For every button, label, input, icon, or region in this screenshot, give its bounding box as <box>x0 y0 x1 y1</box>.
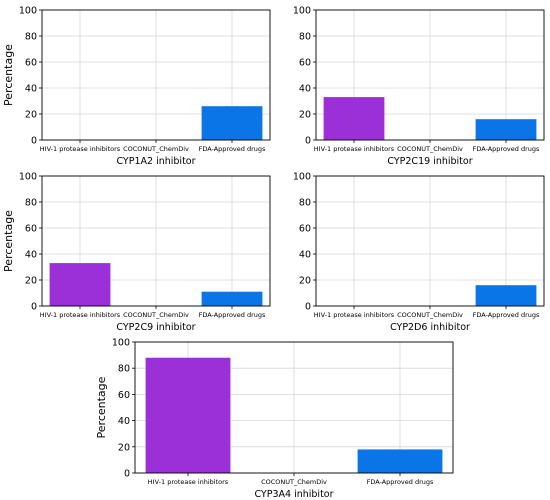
y-tick-label: 100 <box>293 6 311 17</box>
y-tick-label: 20 <box>299 276 311 287</box>
y-tick-label: 40 <box>299 250 311 261</box>
x-tick-label: COCONUT_ChemDiv <box>397 311 463 319</box>
y-tick-label: 20 <box>25 110 37 121</box>
y-tick-label: 20 <box>299 110 311 121</box>
y-axis-label: Percentage <box>2 210 15 272</box>
y-tick-label: 60 <box>25 224 37 235</box>
x-tick-label: HIV-1 protease inhibitors <box>314 311 395 319</box>
x-axis-label: CYP1A2 inhibitor <box>116 156 195 167</box>
x-tick-label: FDA-Approved drugs <box>473 311 540 319</box>
bar <box>323 97 385 140</box>
x-tick-label: HIV-1 protease inhibitors <box>148 478 229 486</box>
x-axis-label: CYP2D6 inhibitor <box>390 322 470 333</box>
y-axis-label: Percentage <box>2 44 15 106</box>
y-tick-label: 100 <box>19 6 37 17</box>
y-tick-label: 80 <box>25 32 37 43</box>
y-tick-label: 40 <box>25 250 37 261</box>
y-tick-label: 0 <box>305 302 311 313</box>
y-tick-label: 0 <box>305 136 311 147</box>
bar <box>49 263 111 306</box>
chart-panel: 0 20 40 60 80 100 HIV-1 protease inhibitors COC… <box>95 338 454 500</box>
y-tick-label: 40 <box>118 416 130 427</box>
x-tick-label: HIV-1 protease inhibitors <box>40 311 121 319</box>
bar <box>201 106 263 140</box>
x-tick-label: FDA-Approved drugs <box>199 145 266 153</box>
y-tick-label: 0 <box>31 136 37 147</box>
y-tick-label: 80 <box>299 198 311 209</box>
y-axis-label: Percentage <box>95 376 108 438</box>
bar <box>201 291 263 306</box>
y-tick-label: 80 <box>25 198 37 209</box>
y-tick-label: 80 <box>118 364 130 375</box>
x-tick-label: COCONUT_ChemDiv <box>123 311 189 319</box>
x-tick-label: COCONUT_ChemDiv <box>261 478 327 486</box>
y-tick-label: 20 <box>25 276 37 287</box>
x-tick-label: COCONUT_ChemDiv <box>397 145 463 153</box>
x-tick-label: FDA-Approved drugs <box>367 478 434 486</box>
x-tick-label: FDA-Approved drugs <box>473 145 540 153</box>
y-tick-label: 0 <box>124 469 130 480</box>
chart-panel: 0 20 40 60 80 100 HIV-1 protease inhibitors COC… <box>2 6 271 167</box>
chart-panel: 0 20 40 60 80 100 HIV-1 protease inhibitors COC… <box>293 172 545 333</box>
y-tick-label: 60 <box>299 224 311 235</box>
bar <box>145 357 231 473</box>
bar <box>357 449 443 473</box>
chart-panel: 0 20 40 60 80 100 HIV-1 protease inhibitors COC… <box>293 6 545 167</box>
x-tick-label: HIV-1 protease inhibitors <box>40 145 121 153</box>
x-tick-label: FDA-Approved drugs <box>199 311 266 319</box>
y-tick-label: 40 <box>299 84 311 95</box>
chart-panel: 0 20 40 60 80 100 HIV-1 protease inhibitors COC… <box>2 172 271 333</box>
y-tick-label: 100 <box>293 172 311 183</box>
y-tick-label: 100 <box>112 338 130 349</box>
bar <box>475 285 537 306</box>
x-tick-label: HIV-1 protease inhibitors <box>314 145 395 153</box>
x-axis-label: CYP3A4 inhibitor <box>254 489 333 500</box>
y-tick-label: 0 <box>31 302 37 313</box>
y-tick-label: 20 <box>118 442 130 453</box>
x-axis-label: CYP2C19 inhibitor <box>387 156 472 167</box>
x-axis-label: CYP2C9 inhibitor <box>116 322 195 333</box>
bar <box>475 119 537 140</box>
x-tick-label: COCONUT_ChemDiv <box>123 145 189 153</box>
y-tick-label: 60 <box>25 58 37 69</box>
y-tick-label: 100 <box>19 172 37 183</box>
y-tick-label: 60 <box>299 58 311 69</box>
y-tick-label: 60 <box>118 390 130 401</box>
y-tick-label: 40 <box>25 84 37 95</box>
y-tick-label: 80 <box>299 32 311 43</box>
